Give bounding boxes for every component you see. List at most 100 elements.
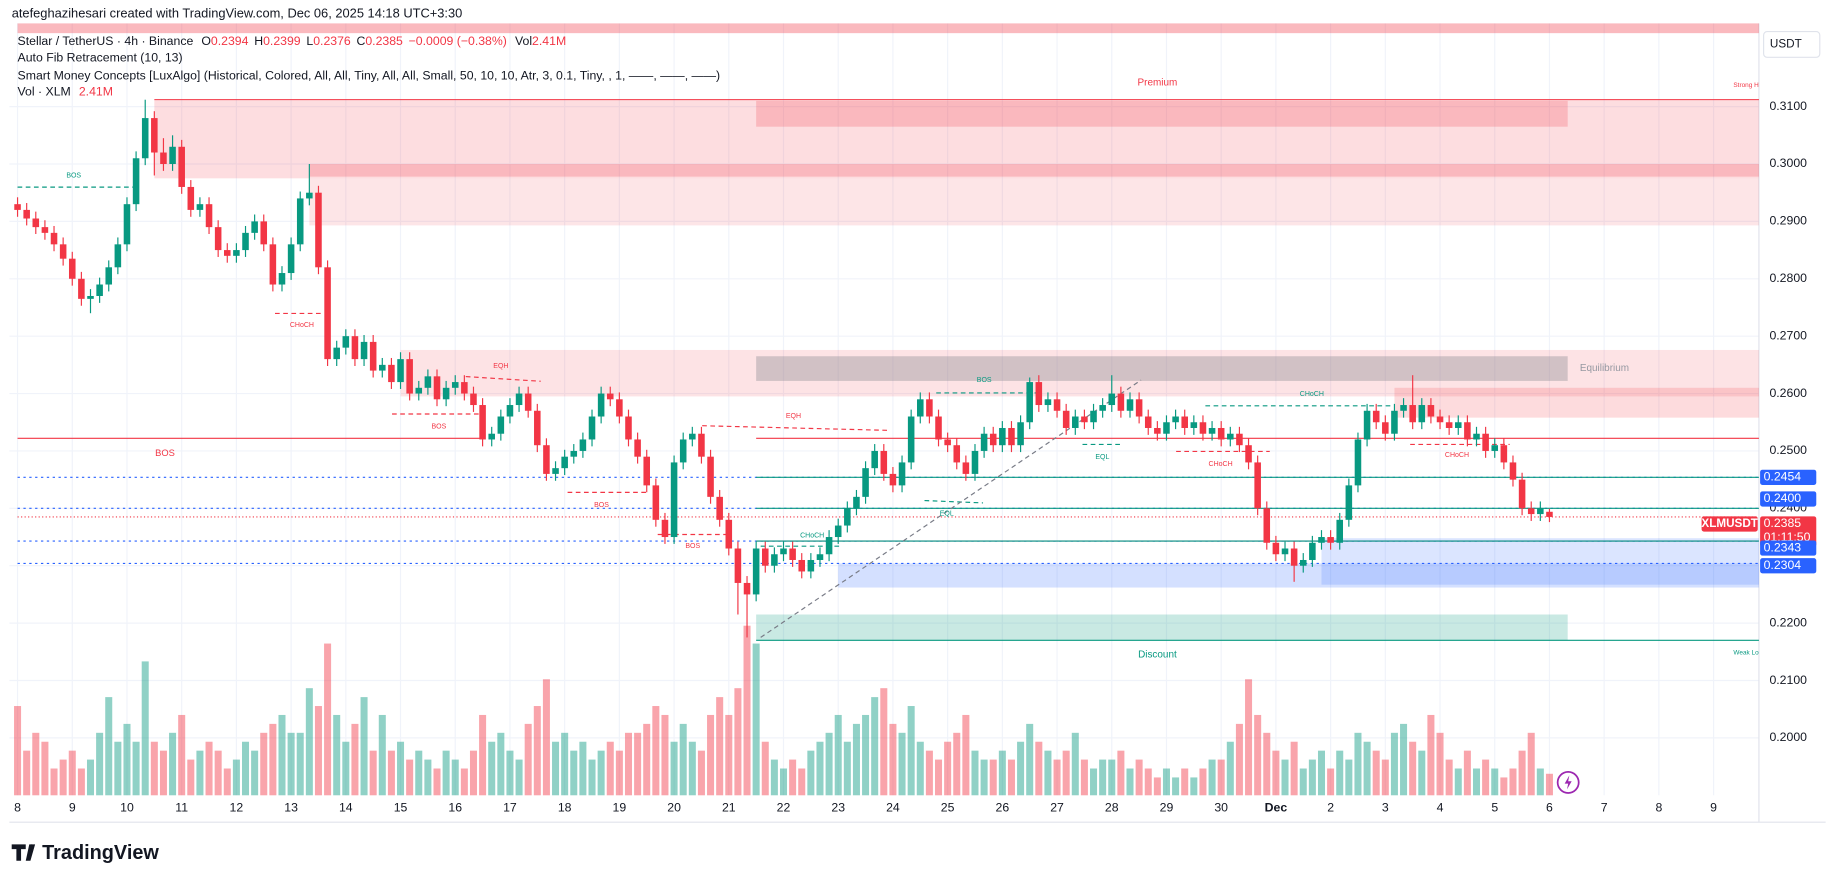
volume-bar — [953, 732, 961, 796]
candle-body — [1163, 422, 1170, 434]
candle-body — [506, 405, 514, 417]
volume-bar — [424, 759, 432, 796]
y-tick-label: 0.3100 — [1769, 99, 1807, 113]
zone — [1321, 538, 1759, 585]
volume-bar — [278, 714, 286, 796]
volume-bar — [789, 759, 797, 796]
candle-body — [1546, 511, 1553, 517]
candle-body — [625, 416, 632, 440]
candle-body — [224, 250, 231, 256]
candle-body — [1491, 445, 1499, 451]
candle-body — [1044, 399, 1052, 406]
y-tick-label: 0.2700 — [1769, 328, 1807, 342]
candle-body — [169, 146, 176, 164]
volume-bar — [798, 768, 806, 796]
volume-bar — [1053, 759, 1061, 796]
x-tick-label: 27 — [1050, 800, 1064, 814]
candle-body — [670, 462, 678, 538]
candle-body — [287, 244, 295, 274]
candle-body — [752, 548, 760, 595]
candle-body — [160, 152, 167, 164]
volume-bar — [1144, 768, 1152, 796]
volume-bar — [1044, 750, 1052, 796]
candle-body — [1053, 399, 1061, 411]
candle-body — [1527, 508, 1535, 515]
l-label: L — [306, 34, 313, 48]
volume-bar — [269, 723, 277, 796]
candle-body — [306, 192, 313, 199]
annotation: CHoCH — [800, 533, 824, 540]
volume-bar — [1299, 768, 1307, 796]
candle-body — [597, 393, 605, 417]
volume-bar — [433, 768, 441, 796]
credit: atefeghazihesari created with TradingVie… — [12, 5, 463, 20]
volume-bar — [588, 759, 596, 796]
candle-body — [369, 341, 377, 371]
candle-body — [1500, 445, 1508, 463]
candle-body — [1090, 410, 1097, 423]
volume-bar — [1345, 759, 1353, 796]
candle-body — [634, 439, 641, 457]
x-tick-label: 14 — [339, 800, 353, 814]
volume-bar — [1226, 741, 1234, 796]
volume-bar — [533, 706, 541, 796]
candle-body — [926, 399, 933, 417]
volume-bar — [761, 741, 769, 796]
volume-bar — [1099, 759, 1107, 796]
volume-bar — [260, 732, 268, 796]
volume-bar — [1062, 750, 1070, 796]
candle-body — [1181, 416, 1188, 428]
candle-body — [1008, 427, 1015, 446]
candle-body — [1391, 410, 1398, 434]
y-tick-label: 0.2900 — [1769, 214, 1807, 228]
volume-bar — [816, 741, 824, 796]
volume-bar — [1317, 750, 1326, 796]
candle-body — [87, 295, 94, 299]
zone — [838, 563, 1759, 588]
price-tag-label: 0.2343 — [1764, 540, 1802, 554]
currency-box[interactable] — [1763, 30, 1821, 58]
x-tick-label: 23 — [831, 800, 845, 814]
candle-body — [743, 582, 751, 595]
volume-bar — [1500, 777, 1508, 796]
volume-bar — [1071, 732, 1079, 796]
candle-body — [1227, 433, 1234, 440]
volume-bar — [242, 741, 250, 796]
candle-body — [1190, 422, 1198, 428]
candle-body — [315, 192, 322, 268]
candle-body — [1217, 427, 1225, 440]
candle-body — [360, 341, 368, 360]
candle-body — [1099, 405, 1106, 411]
volume-bar — [1390, 732, 1398, 796]
volume-bar — [962, 714, 970, 796]
volume-bar — [469, 750, 477, 796]
vol-value: 2.41M — [79, 85, 113, 99]
annotation: BOS — [431, 424, 446, 431]
price-tag — [1760, 491, 1817, 507]
h-label: H — [254, 34, 263, 48]
vol: 2.41M — [532, 34, 566, 48]
zone — [1394, 387, 1759, 418]
candle-body — [1537, 508, 1544, 515]
price-tag — [1760, 469, 1817, 485]
candle-body — [1482, 433, 1489, 451]
candle-body — [123, 204, 131, 245]
volume-bar — [852, 723, 860, 796]
candle-body — [342, 336, 350, 348]
candle-body — [1281, 548, 1289, 555]
volume-bar — [141, 661, 149, 796]
annotation: BOS — [685, 543, 700, 550]
zone — [400, 349, 1759, 397]
volume-bar — [479, 714, 487, 796]
volume-bar — [369, 750, 377, 796]
annotation: Strong H — [1733, 82, 1759, 89]
candle-body — [388, 364, 395, 383]
candle-body — [151, 118, 158, 153]
volume-bar — [925, 750, 933, 796]
candle-body — [132, 158, 140, 205]
volume-bar — [196, 750, 204, 796]
volume-bar — [597, 750, 605, 796]
volume-bar — [1035, 741, 1043, 796]
volume-bar — [1518, 750, 1526, 796]
